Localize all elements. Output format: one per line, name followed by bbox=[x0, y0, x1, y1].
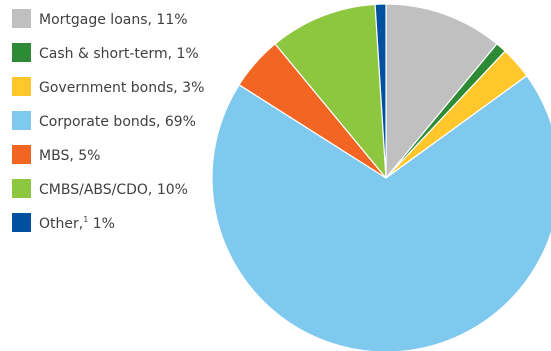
legend-swatch-mortgage-loans bbox=[12, 9, 31, 28]
footnote-marker: 1 bbox=[83, 215, 88, 224]
legend: Mortgage loans, 11% Cash & short-term, 1%… bbox=[12, 9, 204, 232]
pie-slice-mortgage-loans bbox=[385, 3, 498, 179]
legend-swatch-other bbox=[12, 213, 31, 232]
legend-item-government-bonds: Government bonds, 3% bbox=[12, 77, 204, 96]
legend-item-mortgage-loans: Mortgage loans, 11% bbox=[12, 9, 188, 28]
legend-label-corporate-bonds: Corporate bonds, 69% bbox=[39, 114, 196, 130]
pie-slice-other bbox=[374, 3, 387, 179]
legend-item-corporate-bonds: Corporate bonds, 69% bbox=[12, 111, 196, 130]
legend-label-government-bonds: Government bonds, 3% bbox=[39, 80, 204, 96]
legend-swatch-cmbs-abs-cdo bbox=[12, 179, 31, 198]
legend-item-other: Other,1 1% bbox=[12, 213, 115, 232]
legend-item-cmbs-abs-cdo: CMBS/ABS/CDO, 10% bbox=[12, 179, 188, 198]
legend-label-other: Other,1 1% bbox=[39, 215, 115, 232]
pie-slice-corporate-bonds bbox=[211, 75, 551, 351]
legend-swatch-cash-short-term bbox=[12, 43, 31, 62]
legend-label-mortgage-loans: Mortgage loans, 11% bbox=[39, 12, 188, 28]
legend-item-mbs: MBS, 5% bbox=[12, 145, 100, 164]
legend-swatch-government-bonds bbox=[12, 77, 31, 96]
pie-slice-cmbs-abs-cdo bbox=[274, 3, 387, 179]
legend-label-mbs: MBS, 5% bbox=[39, 148, 100, 164]
legend-item-cash-short-term: Cash & short-term, 1% bbox=[12, 43, 199, 62]
legend-swatch-corporate-bonds bbox=[12, 111, 31, 130]
legend-swatch-mbs bbox=[12, 145, 31, 164]
legend-label-cmbs-abs-cdo: CMBS/ABS/CDO, 10% bbox=[39, 182, 188, 198]
pie-slices bbox=[211, 3, 551, 351]
legend-label-cash-short-term: Cash & short-term, 1% bbox=[39, 46, 199, 62]
